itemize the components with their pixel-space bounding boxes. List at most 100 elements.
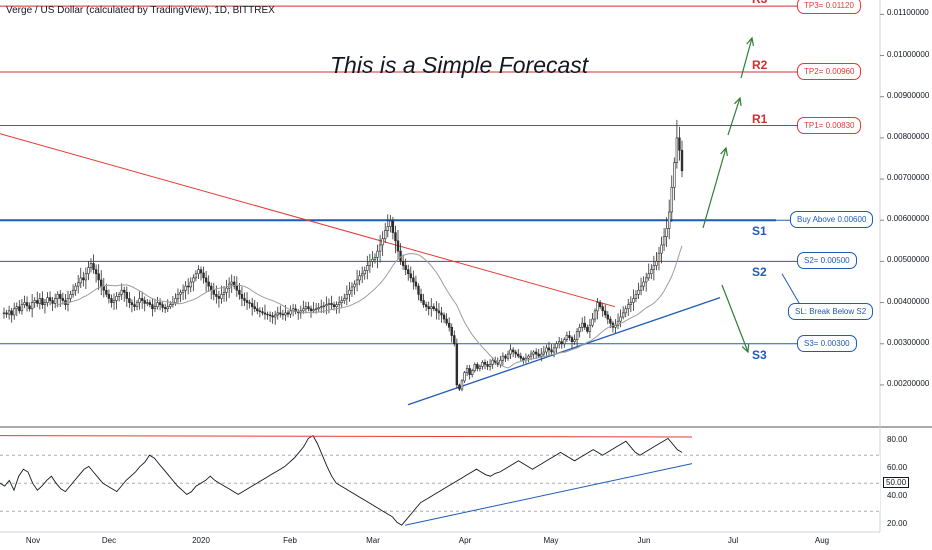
grid [0,0,932,533]
candle-body [371,259,374,262]
callout-r1: TP1= 0.00830 [797,116,862,134]
candle-body [586,326,589,332]
candle-body [279,312,282,315]
candle-body [179,291,182,295]
candle-body [7,310,11,315]
candle-body [156,302,159,308]
candle-body [243,298,246,301]
candle-body [545,347,548,353]
price-tick-label: 0.00300000 [887,337,930,347]
candle-body [69,294,72,299]
candle-body [432,306,436,310]
candle-body [557,341,561,345]
rsi-panel [0,434,880,526]
candle-body [61,298,65,301]
candle-body [304,306,308,310]
candle-body [240,294,244,299]
candle-body [486,364,489,367]
candle-body [215,294,218,297]
candle-body [212,289,215,295]
candle-body [115,296,118,301]
candle-body [563,339,566,345]
candle-body [511,349,515,353]
arrow-to-r1-head [720,146,728,156]
price-tick-label: 0.01000000 [887,49,930,59]
candle-body [87,267,90,275]
rsi-support-line [404,463,693,526]
candle-body [358,275,361,281]
candle-body [565,335,569,340]
candle-body [542,351,546,355]
level-label-s1: S1 [752,224,767,239]
candle-body [197,269,200,275]
candle-body [606,314,609,320]
candle-body [235,285,239,291]
time-tick-label: Jul [727,536,739,545]
candle-body [463,372,466,382]
candle-body [340,300,343,303]
callout-s2: S2= 0.00500 [797,252,857,270]
candle-body [51,300,54,304]
candle-body [274,314,277,318]
candle-body [435,308,438,312]
candle-body [266,313,269,316]
candle-body [189,281,192,288]
candle-body [473,364,476,371]
candle-body [18,306,21,312]
candle-body [332,304,336,308]
candle-body [588,324,592,332]
candle-body [112,300,116,303]
rsi-tick-label: 20.00 [887,519,908,529]
candle-body [15,306,18,310]
candle-body [460,380,464,390]
candle-body [138,298,141,303]
candle-body [609,318,612,324]
candle-body [38,298,42,304]
forecast-arrows [702,36,755,354]
candle-body [135,302,139,308]
candle-body [573,339,576,343]
candle-body [555,343,558,349]
candle-body [148,302,152,305]
candle-body [670,186,673,213]
callout-r2: TP2= 0.00960 [797,63,862,80]
candle-body [632,298,635,303]
candle-body [476,364,479,369]
candle-body [591,318,594,326]
candle-body [468,368,471,375]
candle-body [320,306,323,308]
candle-body [652,265,656,270]
candle-body [644,277,648,283]
candle-body [23,302,26,305]
candle-body [578,326,581,332]
candle-body [673,162,676,188]
candle-body [665,228,668,238]
forecast-title: This is a Simple Forecast [330,52,589,78]
candle-body [53,298,57,304]
candle-body [294,308,297,312]
candle-body [233,281,236,287]
candle-body [66,298,70,305]
candle-body [151,304,154,310]
candle-body [363,270,366,275]
candle-body [105,289,108,295]
price-tick-label: 0.00400000 [887,296,930,306]
candle-body [276,312,279,316]
time-tick-label: Nov [25,536,41,545]
candle-body [378,244,382,252]
candle-body [230,281,233,285]
price-tick-label: 0.00500000 [887,255,930,265]
candle-body [419,294,423,301]
candle-body [614,324,617,328]
candle-body [529,353,533,357]
price-tick-label: 0.00800000 [887,131,930,141]
candle-body [43,302,47,305]
candle-body [368,261,372,266]
candle-body [488,364,492,367]
candle-body [271,315,274,318]
candle-body [133,304,136,308]
candle-body [89,263,93,268]
candle-body [97,273,100,281]
rsi-tick-label: 40.00 [887,491,908,501]
candle-body [407,269,410,275]
